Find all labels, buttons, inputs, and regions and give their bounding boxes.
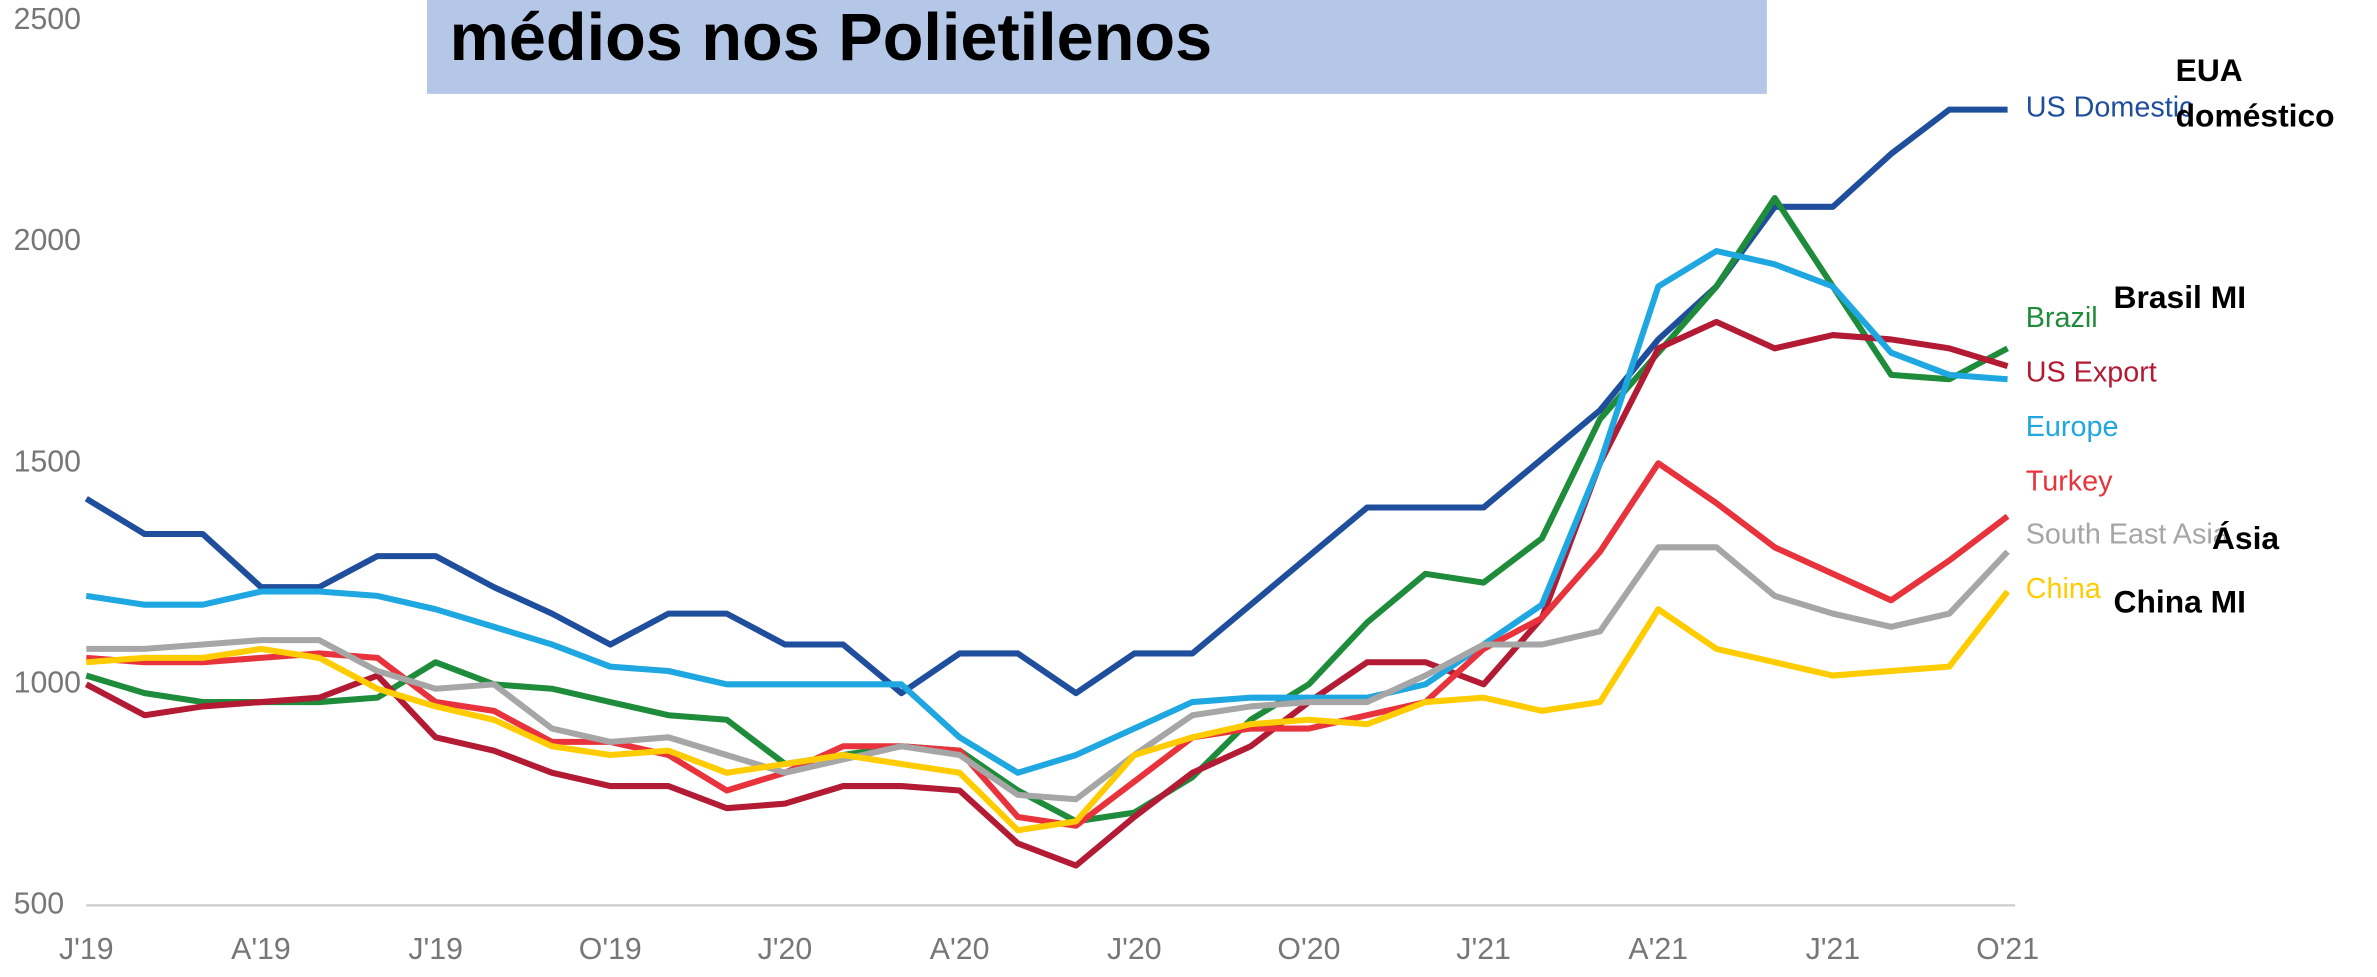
x-tick-label: J'20 <box>1107 933 1162 966</box>
series-line <box>84 106 2008 697</box>
series-label: Europe <box>2026 411 2119 443</box>
series-line <box>85 247 2008 776</box>
annotation: EUA <box>2176 52 2243 88</box>
x-tick-label: J'19 <box>59 933 114 966</box>
series-line <box>86 460 2010 829</box>
series-line <box>86 544 2010 803</box>
x-tick-label: O'21 <box>1976 933 2039 966</box>
x-tick-label: J'19 <box>408 933 463 966</box>
x-tick-label: O'19 <box>579 933 642 966</box>
series-label: China <box>2026 573 2101 605</box>
series-line <box>86 589 2010 834</box>
x-tick-label: J'21 <box>1806 933 1861 966</box>
annotation: China MI <box>2114 583 2246 619</box>
x-tick-label: A'20 <box>930 933 990 966</box>
x-tick-label: J'21 <box>1456 933 1511 966</box>
y-tick-label: 2000 <box>14 224 81 257</box>
y-tick-label: 1000 <box>14 666 81 699</box>
series-label: Turkey <box>2026 466 2113 498</box>
series-line <box>84 318 2009 869</box>
x-tick-label: O'20 <box>1277 933 1340 966</box>
chart-title: médios nos Polietilenos <box>450 1 1212 75</box>
series-label: US Domestic <box>2026 92 2194 124</box>
y-tick-label: 500 <box>14 887 65 920</box>
y-tick-label: 1500 <box>14 445 81 478</box>
series-line <box>85 195 2010 825</box>
series-label: South East Asia <box>2026 519 2229 551</box>
annotation: Brasil MI <box>2114 279 2246 315</box>
x-tick-label: J'20 <box>758 933 813 966</box>
title-box <box>426 0 1767 94</box>
annotation: Ásia <box>2212 520 2279 556</box>
y-tick-label: 2500 <box>14 3 81 36</box>
annotation: doméstico <box>2176 97 2335 133</box>
series-label: Brazil <box>2026 302 2098 334</box>
series-label: US Export <box>2026 357 2157 389</box>
x-tick-label: A'19 <box>231 933 291 966</box>
x-tick-label: A'21 <box>1628 933 1688 966</box>
